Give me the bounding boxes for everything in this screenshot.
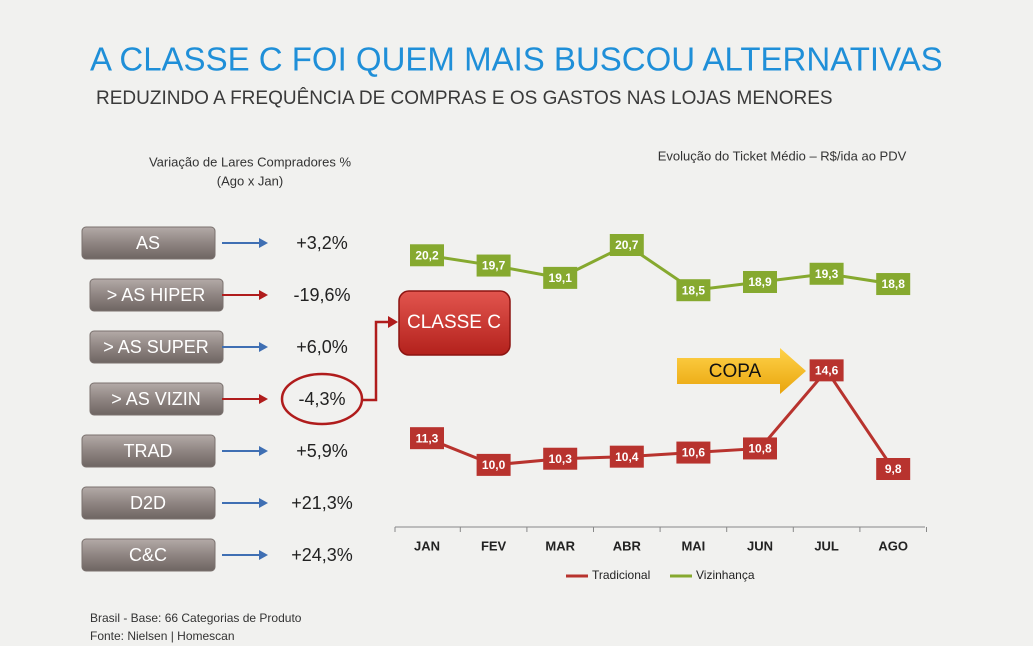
data-label-box [743,270,777,293]
category-label: TRAD [124,441,173,461]
data-label-box [809,262,844,285]
category-button [81,486,216,520]
data-label: 18,8 [882,277,906,291]
chart-title: Evolução do Ticket Médio – R$/ida ao PDV [658,148,907,163]
segment-label: CLASSE C [407,312,501,333]
left-title: Variação de Lares Compradores % [149,154,352,169]
arrow-head [259,446,268,456]
data-label: 9,8 [885,462,902,476]
category-label: C&C [129,545,167,565]
category-button [81,434,216,468]
category-value: +21,3% [291,493,353,513]
data-label: 10,4 [615,450,639,464]
data-label: 10,3 [549,452,573,466]
data-label-box [543,266,578,289]
data-label: 11,3 [416,431,439,445]
category-label: > AS VIZIN [111,389,201,409]
data-label: 10,6 [682,446,706,460]
data-label: 10,8 [748,442,772,456]
category-value: +5,9% [296,441,348,461]
connector-head [388,316,398,328]
event-label: COPA [709,361,762,382]
data-label-box [876,458,911,480]
category-value: -19,6% [293,285,350,305]
arrow-head [259,342,268,352]
arrow-head [259,498,268,508]
data-label-box [676,279,711,302]
subtitle: REDUZINDO A FREQUÊNCIA DE COMPRAS E OS G… [96,87,833,109]
connector [362,320,392,402]
x-tick-label: JUN [747,538,773,553]
data-label: 20,2 [415,248,439,262]
event-arrow [677,348,806,394]
data-label-box [543,447,578,470]
title: A CLASSE C FOI QUEM MAIS BUSCOU ALTERNAT… [90,41,943,78]
left-subtitle: (Ago x Jan) [217,173,283,188]
arrow-head [259,290,268,300]
category-label: > AS SUPER [103,337,209,357]
data-label: 19,1 [549,271,573,285]
data-label-box [476,254,511,277]
x-tick-label: MAI [681,538,705,553]
data-label: 14,6 [815,364,839,378]
x-tick-label: JAN [414,538,440,553]
data-label-box [609,234,644,256]
x-tick-label: AGO [878,538,908,553]
data-label-box [809,359,844,382]
category-value: -4,3% [298,389,345,409]
x-tick-label: MAR [545,538,575,553]
data-label-box [876,273,911,296]
legend-label: Tradicional [592,568,650,582]
data-label-box [410,244,444,267]
data-label: 19,3 [815,267,839,281]
category-button [81,226,216,260]
segment-box [398,290,511,356]
category-value: +6,0% [296,337,348,357]
data-label: 19,7 [482,259,506,273]
x-tick-label: ABR [613,538,642,553]
data-label-box [743,437,777,460]
arrow-head [259,550,268,560]
x-tick-label: JUL [814,538,839,553]
data-label: 20,7 [615,238,639,252]
data-label-box [410,427,444,450]
category-value: +3,2% [296,233,348,253]
footer-line: Fonte: Nielsen | Homescan [90,629,235,643]
category-label: > AS HIPER [107,285,206,305]
category-button [81,538,216,572]
footer-line: Brasil - Base: 66 Categorias de Produto [90,611,302,625]
arrow-head [259,238,268,248]
category-value: +24,3% [291,545,353,565]
category-label: AS [136,233,160,253]
data-label-box [609,445,644,468]
x-tick-label: FEV [481,538,507,553]
data-label: 18,5 [682,283,706,297]
legend-label: Vizinhança [696,568,755,582]
data-label-box [476,453,511,476]
data-label: 10,0 [482,458,506,472]
data-label: 18,9 [748,275,772,289]
data-label-box [676,441,711,464]
arrow-head [259,394,268,404]
category-label: D2D [130,493,166,513]
